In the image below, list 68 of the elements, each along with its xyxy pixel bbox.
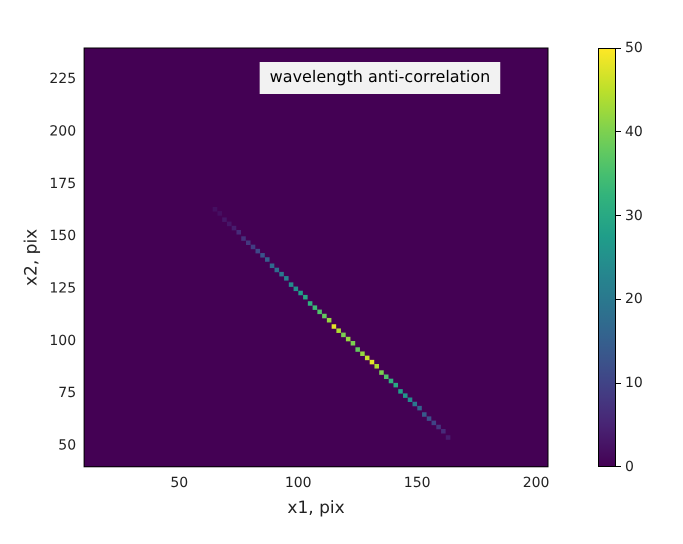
point [408, 398, 412, 402]
point [246, 240, 251, 246]
point [294, 286, 298, 292]
point [236, 230, 242, 235]
point [312, 305, 318, 310]
point [256, 248, 260, 254]
point [398, 389, 403, 394]
point [350, 340, 356, 346]
y-tick-label: 100 [49, 332, 76, 349]
point [322, 314, 327, 318]
point [341, 332, 346, 338]
point [284, 276, 289, 281]
y-tick-label: 75 [58, 385, 76, 402]
point [298, 290, 303, 296]
color-bar-label: 0 [625, 458, 634, 476]
color-bar-label: 20 [625, 290, 643, 308]
point [274, 268, 280, 272]
color-bar-label: 40 [625, 122, 643, 141]
point [260, 253, 265, 258]
point [384, 374, 388, 380]
point [288, 282, 294, 287]
point [412, 402, 418, 406]
point [317, 310, 322, 314]
point [270, 264, 274, 268]
x-tick-label: 200 [522, 474, 550, 491]
x-tick-label: 150 [404, 474, 431, 491]
y-tick-label: 175 [49, 176, 76, 192]
point [379, 370, 384, 375]
color-bar-label: 10 [625, 374, 643, 392]
point [441, 428, 446, 434]
point [422, 412, 427, 417]
point [250, 244, 256, 250]
point [303, 294, 308, 300]
point [436, 424, 441, 430]
point [432, 420, 436, 426]
y-tick-label: 150 [49, 228, 76, 244]
point [388, 378, 394, 384]
color-bar-label: 50 [625, 39, 643, 57]
point [326, 318, 332, 322]
point [360, 351, 365, 356]
point [279, 272, 284, 276]
point [332, 324, 336, 329]
y-tick-label: 200 [49, 123, 76, 140]
annotation: wavelength anti-correlation [270, 67, 490, 86]
point [308, 301, 312, 306]
x-tick-label: 100 [284, 474, 312, 491]
point [364, 356, 370, 360]
x-axis-title: x1, pix [287, 498, 345, 518]
point [393, 382, 398, 388]
y-tick-label: 50 [58, 438, 76, 454]
point [346, 336, 350, 342]
color-bar-label: 30 [625, 206, 643, 225]
point [232, 226, 236, 230]
y-tick-label: 125 [49, 280, 76, 296]
point [355, 347, 360, 352]
point [403, 393, 408, 398]
point [226, 222, 232, 226]
point [417, 406, 422, 410]
point [241, 236, 246, 241]
y-tick-label: 225 [49, 71, 76, 88]
point [265, 257, 270, 262]
y-axis-title: x2, pix [22, 228, 42, 286]
point [426, 416, 432, 421]
point [446, 435, 450, 440]
point [336, 328, 341, 333]
x-tick-label: 50 [170, 474, 188, 491]
point [370, 360, 374, 364]
point [374, 364, 379, 369]
